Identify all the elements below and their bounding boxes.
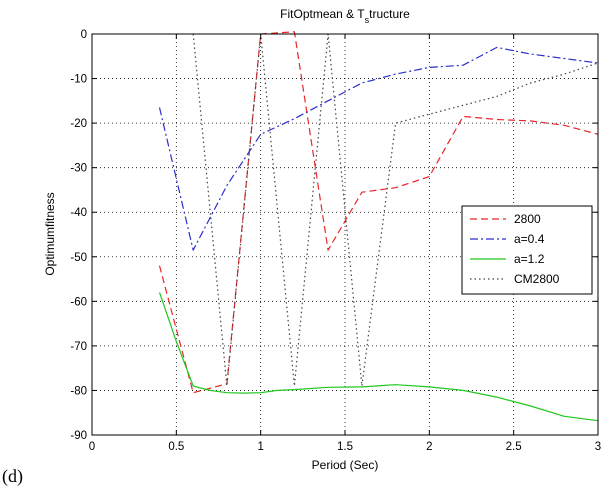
x-tick-label: 0.5 <box>168 441 184 453</box>
series-line-a-0-4 <box>158 46 599 251</box>
y-axis-label: Optimumfitness <box>43 192 57 275</box>
legend-label: CM2800 <box>514 272 560 286</box>
tick-layer: 0 0.5 1 1.5 2 2.5 3 0 -10 -20 -30 -40 -50 -60 -70 -80 -9… <box>70 29 601 453</box>
x-tick-label: 2.5 <box>506 441 522 453</box>
y-tick-label: -20 <box>70 118 87 130</box>
chart-title: FitOptmean & Tstructure <box>280 7 410 25</box>
legend-label: a=1.2 <box>514 252 545 266</box>
x-tick-label: 0 <box>89 441 95 453</box>
y-tick-label: -10 <box>70 74 87 86</box>
y-tick-label: -60 <box>70 296 87 308</box>
y-tick-label: -90 <box>70 430 87 442</box>
x-tick-label: 1.5 <box>337 441 353 453</box>
y-tick-label: -30 <box>70 163 87 175</box>
x-tick-label: 2 <box>426 441 432 453</box>
y-tick-label: -50 <box>70 252 87 264</box>
x-tick-label: 3 <box>595 441 601 453</box>
y-tick-label: -70 <box>70 341 87 353</box>
panel-label: (d) <box>2 466 23 486</box>
y-tick-label: -80 <box>70 385 87 397</box>
series-line-a-1-2 <box>158 292 599 422</box>
legend-label: a=0.4 <box>514 232 545 246</box>
legend-label: 2800 <box>514 212 541 226</box>
x-axis-label: Period (Sec) <box>312 458 379 472</box>
y-tick-label: -40 <box>70 207 87 219</box>
x-tick-label: 1 <box>257 441 263 453</box>
y-tick-label: 0 <box>81 29 87 41</box>
legend: 2800 a=0.4 a=1.2 CM2800 <box>461 205 593 295</box>
